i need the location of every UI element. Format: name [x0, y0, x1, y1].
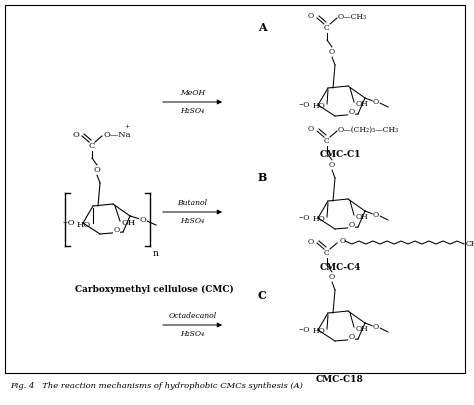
Text: O: O — [340, 237, 346, 245]
Text: Carboxymethyl cellulose (CMC): Carboxymethyl cellulose (CMC) — [75, 285, 234, 294]
Text: Butanol: Butanol — [177, 199, 208, 207]
Text: O: O — [329, 273, 335, 281]
Text: HO: HO — [77, 221, 91, 229]
Text: O: O — [93, 166, 100, 174]
Text: B: B — [258, 172, 267, 183]
Text: Octadecanol: Octadecanol — [168, 312, 217, 320]
Text: A: A — [258, 22, 266, 33]
Text: H₂SO₄: H₂SO₄ — [181, 107, 205, 115]
Text: O: O — [348, 221, 355, 229]
Text: O: O — [348, 108, 355, 116]
Text: Fig. 4   The reaction mechanisms of hydrophobic CMCs synthesis (A): Fig. 4 The reaction mechanisms of hydrop… — [10, 382, 303, 390]
Text: OH: OH — [356, 100, 369, 108]
Text: O: O — [373, 98, 379, 106]
Text: O: O — [373, 323, 379, 331]
Text: C: C — [324, 137, 330, 145]
Text: CMC-C4: CMC-C4 — [319, 263, 361, 272]
Text: C: C — [324, 24, 330, 32]
Text: O: O — [308, 238, 314, 246]
Text: +: + — [124, 124, 129, 129]
Text: O: O — [329, 161, 335, 169]
Text: C: C — [258, 290, 267, 301]
Text: CMC-C18: CMC-C18 — [316, 375, 364, 384]
Text: CH₃: CH₃ — [466, 240, 474, 248]
Text: HO: HO — [312, 215, 325, 223]
Text: --O: --O — [299, 214, 310, 222]
Text: OH: OH — [356, 325, 369, 333]
Text: O—(CH₂)₃—CH₃: O—(CH₂)₃—CH₃ — [338, 126, 399, 134]
Text: O: O — [113, 226, 119, 234]
Text: --O: --O — [299, 101, 310, 109]
Text: O: O — [72, 131, 79, 139]
Text: CMC-C1: CMC-C1 — [319, 150, 361, 159]
Text: H₂SO₄: H₂SO₄ — [181, 217, 205, 225]
Text: O: O — [348, 333, 355, 341]
Text: O: O — [329, 48, 335, 56]
Text: O: O — [308, 125, 314, 133]
Text: O—Na: O—Na — [104, 131, 131, 139]
Text: O: O — [139, 216, 146, 224]
Text: OH: OH — [356, 213, 369, 221]
Text: O: O — [373, 211, 379, 219]
Text: HO: HO — [312, 102, 325, 110]
Text: --O: --O — [299, 326, 310, 334]
Text: O: O — [308, 12, 314, 20]
Text: H₂SO₄: H₂SO₄ — [181, 330, 205, 338]
Text: --O: --O — [63, 219, 75, 227]
Text: OH: OH — [122, 219, 136, 227]
Text: C: C — [324, 249, 330, 257]
Text: MeOH: MeOH — [180, 89, 205, 97]
Text: O—CH₃: O—CH₃ — [338, 13, 367, 21]
Text: n: n — [153, 249, 159, 258]
Text: HO: HO — [312, 327, 325, 335]
Text: C: C — [89, 142, 95, 150]
